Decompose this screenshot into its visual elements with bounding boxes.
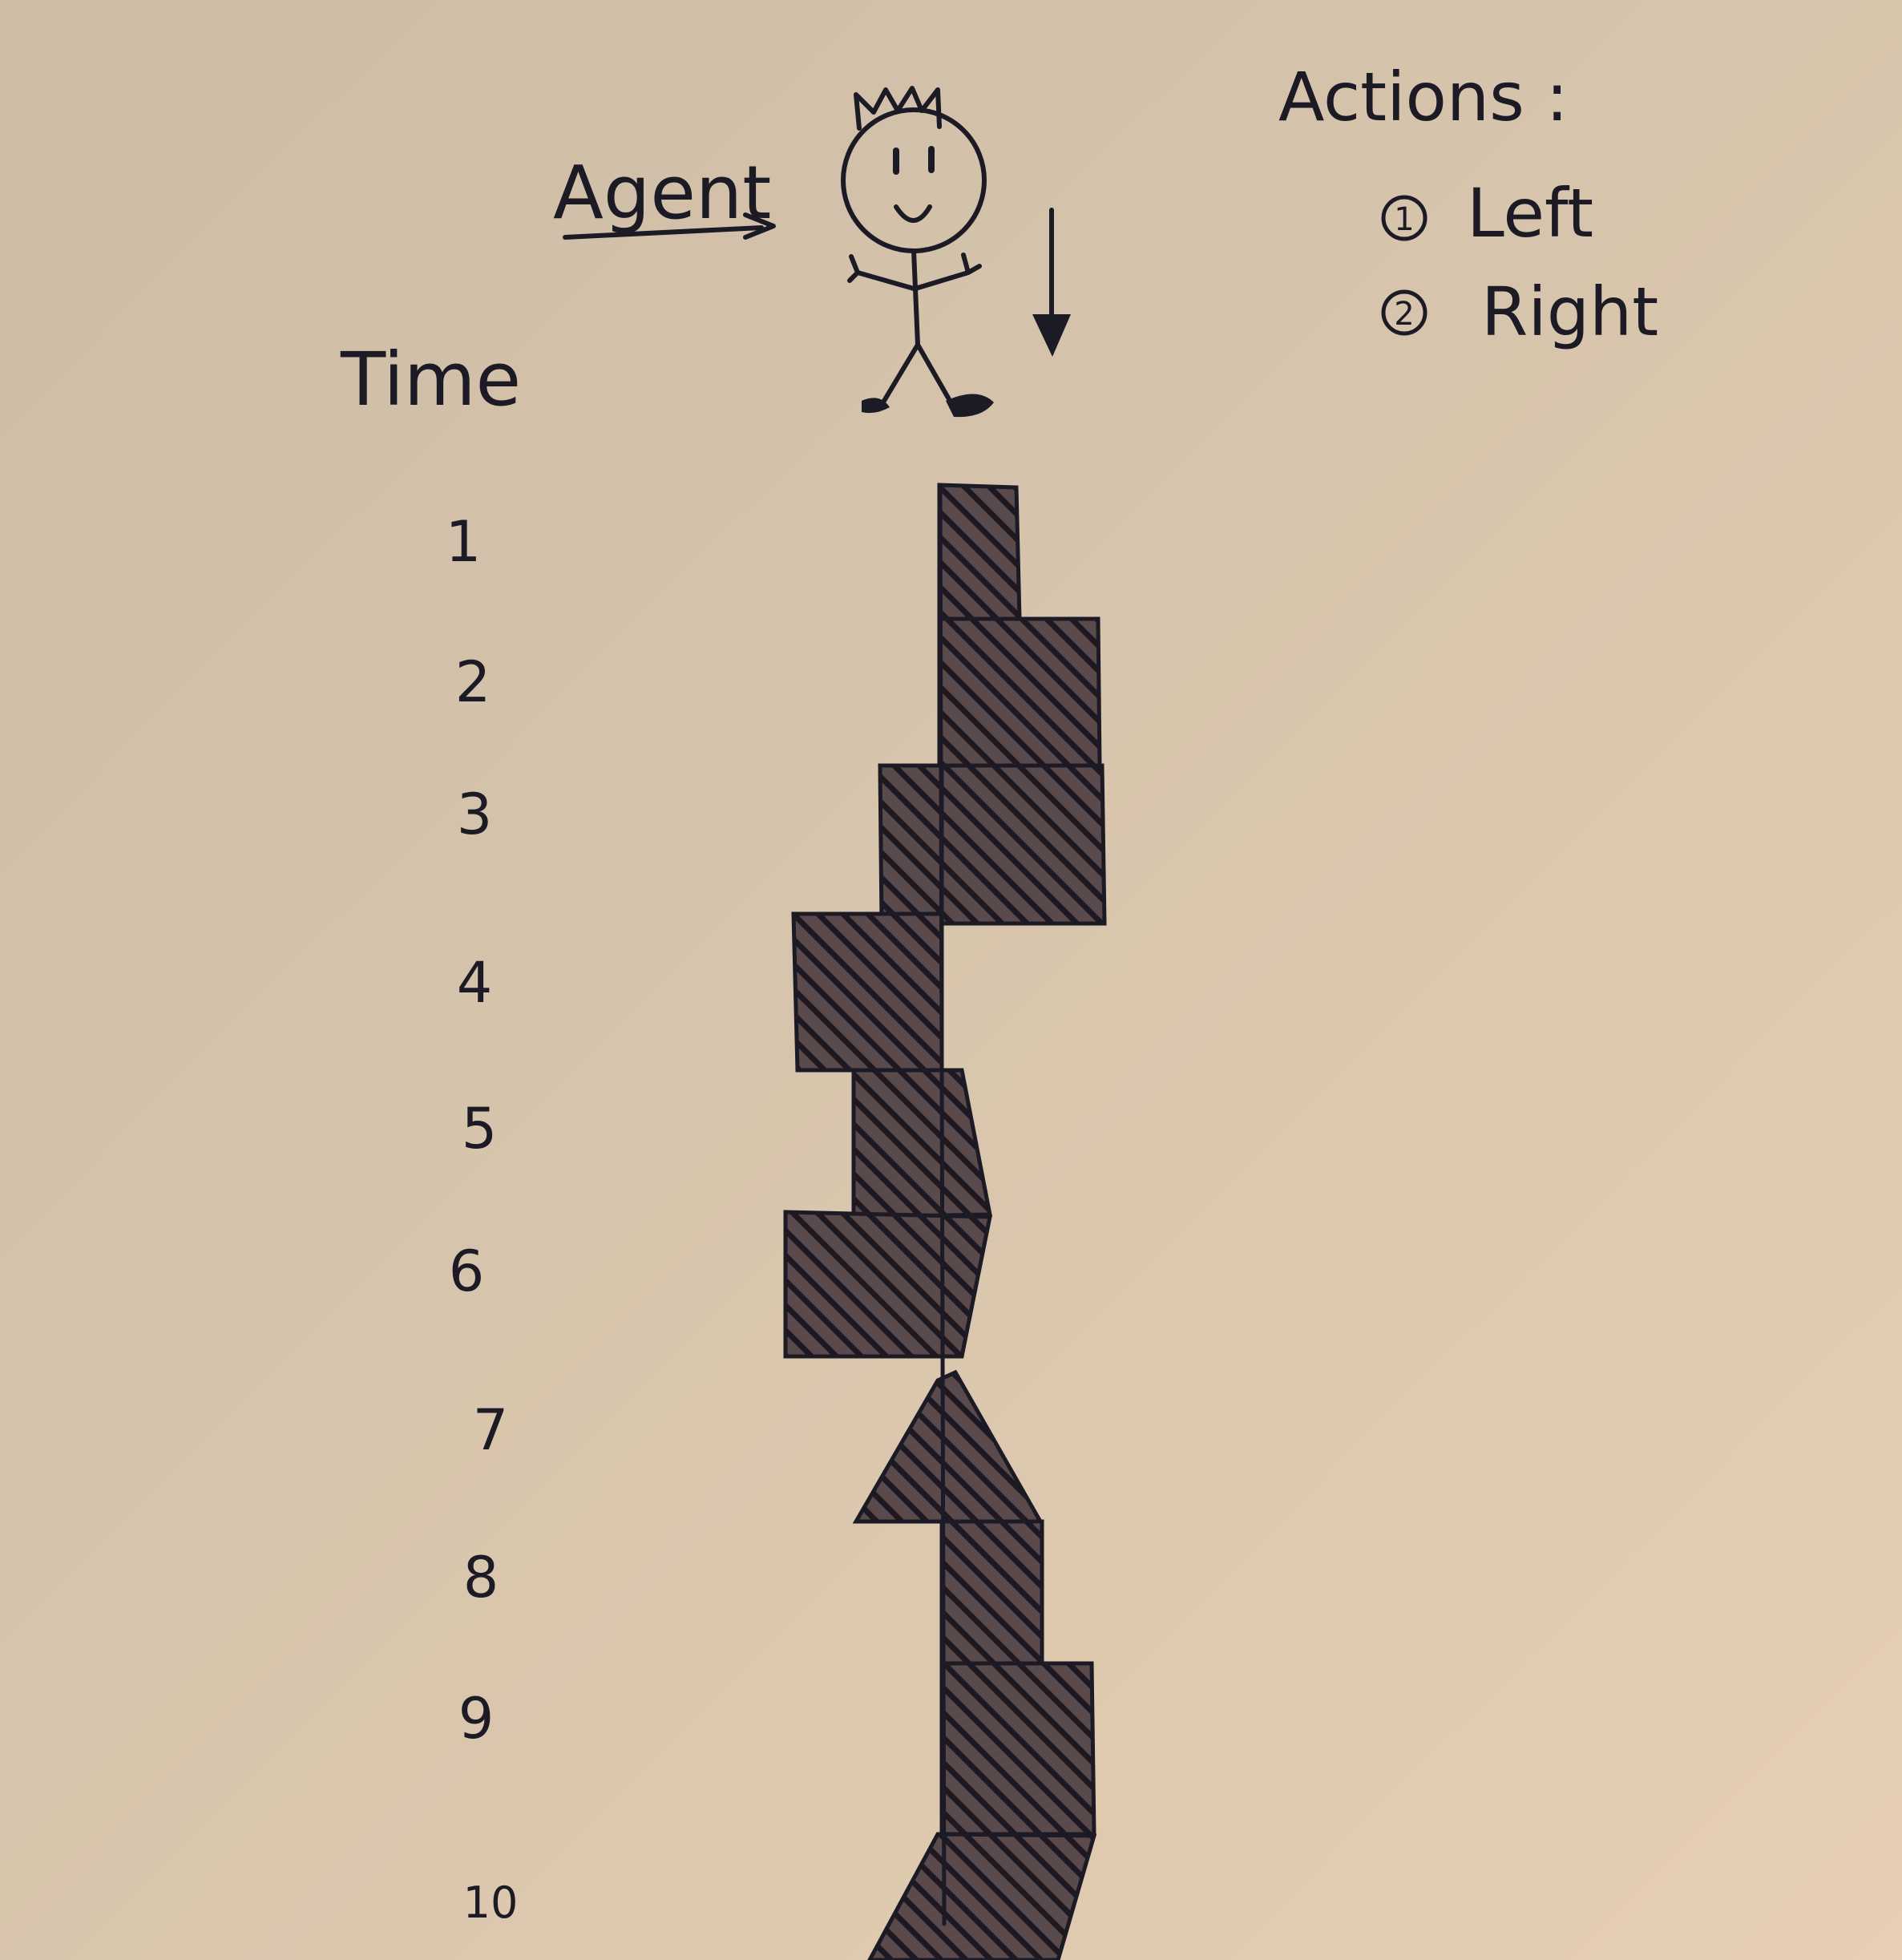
agent-smile [894, 204, 932, 223]
agent-foot-right [946, 394, 994, 418]
action-1-label: Left [1467, 174, 1593, 253]
timestep-8: 8 [463, 1545, 499, 1610]
block-step-6 [783, 1210, 993, 1359]
action-1-number-circle [1381, 195, 1428, 241]
agent-stick-figure [841, 86, 994, 418]
block-step-10 [867, 1832, 1097, 1960]
agent-pointer-arrowhead [743, 212, 776, 240]
timestep-10: 10 [463, 1877, 519, 1928]
timestep-6: 6 [449, 1239, 485, 1304]
agent-leg-left [863, 342, 920, 410]
crown-icon [854, 86, 942, 131]
shape-tower [783, 483, 1107, 1960]
action-2-number-circle [1381, 289, 1428, 336]
agent-body [911, 249, 920, 347]
block-step-1 [937, 483, 1022, 621]
block-step-7 [852, 1369, 1044, 1524]
action-2-label: Right [1481, 273, 1658, 351]
block-step-9 [939, 1661, 1096, 1837]
block-step-5 [851, 1068, 993, 1219]
timestep-5: 5 [462, 1096, 498, 1162]
timestep-3: 3 [457, 782, 493, 847]
block-step-4 [791, 911, 944, 1073]
block-step-8 [939, 1519, 1044, 1666]
agent-foot-left [862, 398, 890, 414]
agent-label: Agent [553, 150, 771, 236]
timestep-4: 4 [457, 950, 493, 1016]
timestep-7: 7 [473, 1397, 509, 1463]
timestep-1: 1 [446, 509, 482, 575]
agent-label-underline [563, 225, 764, 240]
action-2-number: 2 [1394, 296, 1414, 333]
down-arrow-icon [1032, 208, 1071, 357]
agent-label-group: Agent [553, 150, 776, 240]
agent-arm-left [847, 254, 916, 291]
timestep-labels: 1 2 3 4 5 6 7 8 9 10 [446, 509, 519, 1928]
action-1-number: 1 [1394, 201, 1414, 238]
timestep-9: 9 [458, 1686, 495, 1752]
actions-legend: Actions : 1 Left 2 Right [1278, 58, 1658, 351]
actions-title: Actions : [1278, 58, 1569, 136]
time-label: Time [340, 337, 521, 422]
tower-axis [938, 485, 947, 1926]
agent-head [841, 107, 987, 253]
block-step-3 [878, 763, 1107, 926]
agent-arm-right [913, 253, 982, 291]
timestep-2: 2 [455, 649, 491, 715]
block-step-2 [937, 616, 1102, 768]
